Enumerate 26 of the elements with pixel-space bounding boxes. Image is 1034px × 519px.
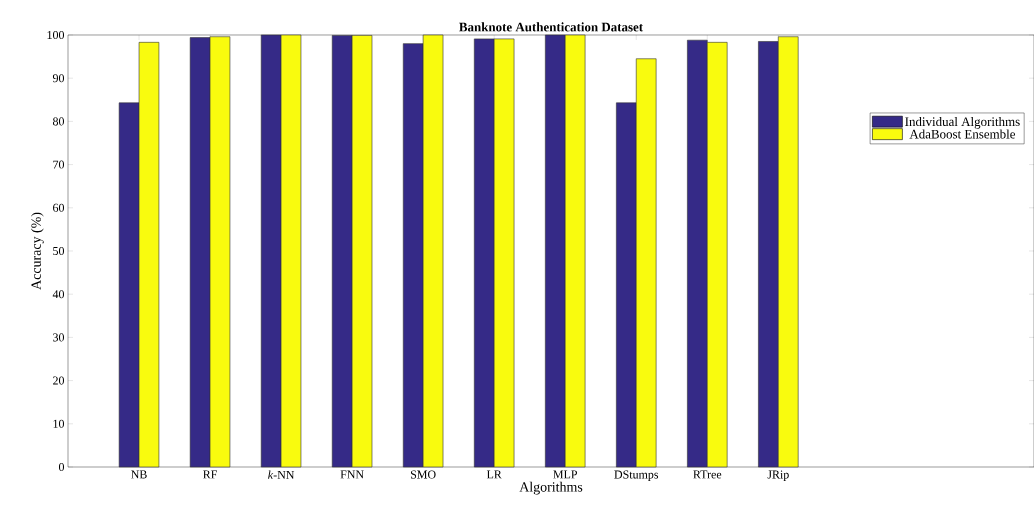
y-tick-label: 90 bbox=[52, 74, 65, 83]
y-tick-label: 30 bbox=[53, 333, 65, 342]
legend-label: AdaBoost Ensemble bbox=[909, 129, 1016, 139]
y-tick-label: 100 bbox=[47, 30, 65, 40]
x-tick-label: LR bbox=[486, 470, 502, 479]
y-tick-label: 70 bbox=[53, 160, 65, 169]
y-tick-label: 20 bbox=[53, 376, 65, 385]
legend-label: Individual Algorithms bbox=[905, 116, 1020, 129]
y-tick-label: 0 bbox=[58, 462, 65, 472]
y-tick-label: 10 bbox=[53, 419, 65, 428]
x-tick-label: SMO bbox=[410, 470, 436, 479]
x-tick-label: FNN bbox=[340, 470, 364, 479]
y-tick-label: 40 bbox=[52, 290, 65, 299]
chart-title: Banknote Authentication Dataset bbox=[459, 22, 644, 32]
x-tick-label: MLP bbox=[553, 470, 578, 479]
y-tick-label: 80 bbox=[52, 117, 65, 126]
x-tick-label: RTree bbox=[693, 470, 722, 479]
x-tick-label: NB bbox=[131, 470, 147, 479]
x-tick-label: JRip bbox=[767, 470, 789, 481]
x-tick-label: DStumps bbox=[614, 470, 659, 481]
x-axis-title: Algorithms bbox=[519, 481, 583, 495]
y-tick-label: 50 bbox=[53, 246, 65, 256]
y-tick-label: 60 bbox=[53, 203, 65, 212]
x-tick-label: k-NN bbox=[268, 470, 295, 479]
y-axis-title: Accuracy (%) bbox=[31, 212, 44, 290]
x-tick-label: RF bbox=[203, 470, 217, 479]
